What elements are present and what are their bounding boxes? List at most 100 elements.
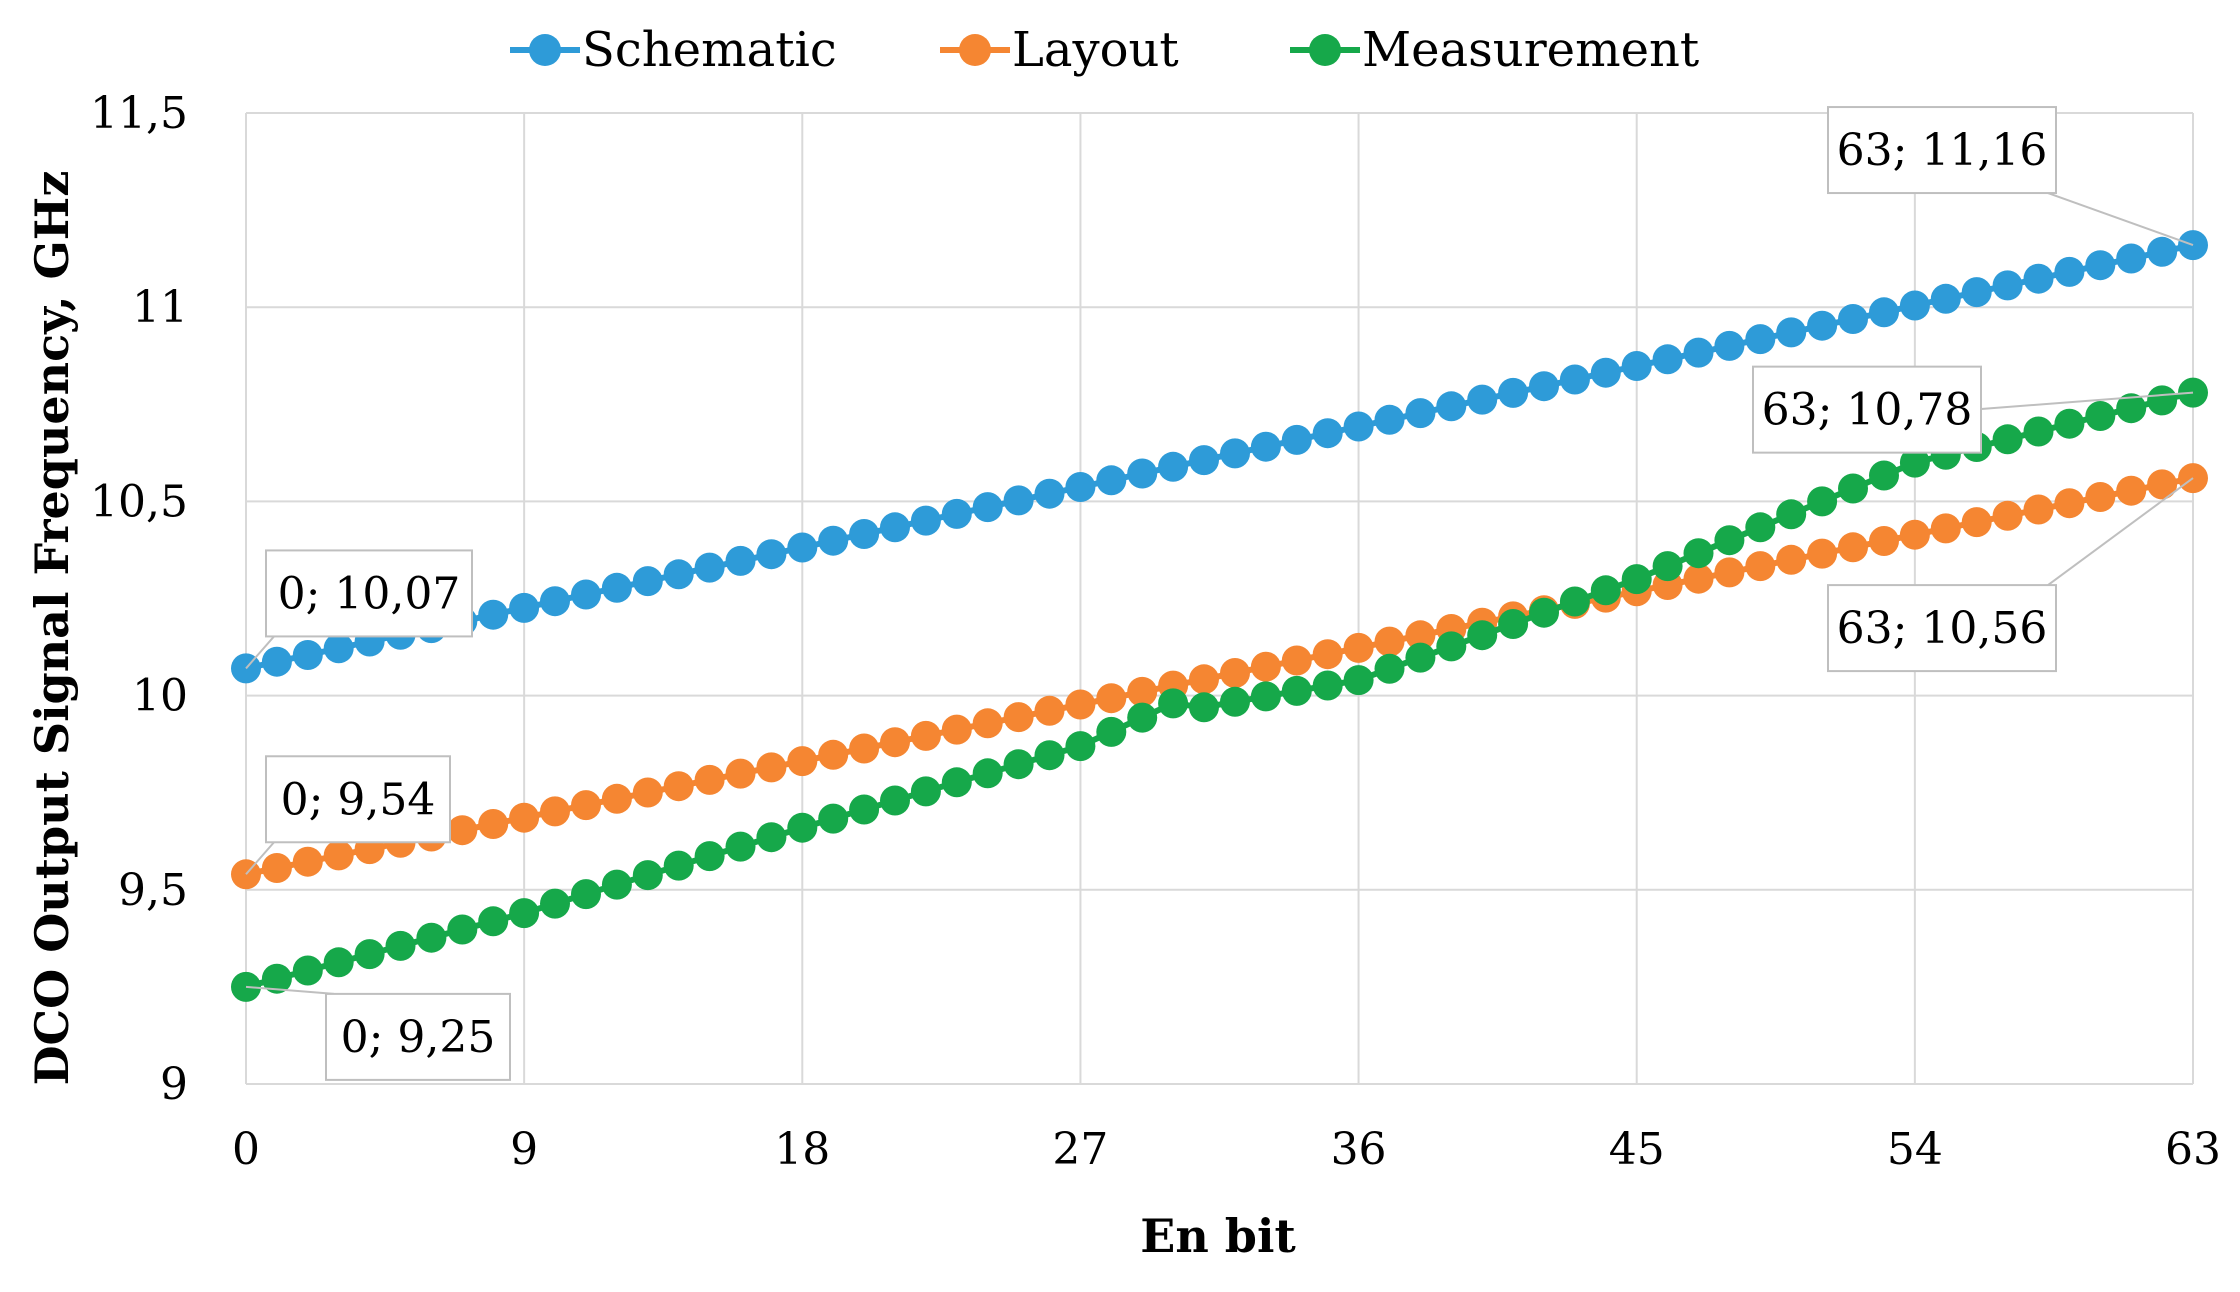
callout-leader bbox=[245, 985, 335, 995]
data-point bbox=[1003, 485, 1034, 516]
data-point bbox=[632, 777, 663, 808]
data-point bbox=[509, 802, 540, 833]
data-point bbox=[509, 592, 540, 623]
data-point bbox=[1992, 500, 2023, 531]
data-point bbox=[663, 850, 694, 881]
data-point bbox=[261, 853, 292, 883]
x-axis-title: En bit bbox=[1140, 1209, 1296, 1263]
data-point bbox=[694, 841, 725, 872]
data-point bbox=[1127, 676, 1158, 707]
data-point bbox=[849, 794, 880, 825]
data-point bbox=[1621, 351, 1652, 381]
legend-item-schematic[interactable]: Schematic bbox=[510, 22, 837, 78]
data-point bbox=[447, 914, 478, 945]
data-point bbox=[663, 771, 694, 802]
data-point bbox=[756, 752, 787, 783]
data-point bbox=[1127, 702, 1158, 733]
data-point bbox=[787, 812, 818, 843]
data-point bbox=[2054, 488, 2085, 519]
data-point bbox=[1745, 551, 1776, 582]
series-line bbox=[245, 242, 2194, 672]
data-point bbox=[1436, 631, 1467, 662]
data-point bbox=[571, 579, 601, 610]
data-point bbox=[910, 505, 941, 536]
data-point bbox=[1467, 384, 1498, 415]
callout-leader bbox=[245, 841, 275, 875]
data-point bbox=[1776, 499, 1807, 530]
data-point bbox=[1343, 632, 1374, 663]
data-point bbox=[1776, 544, 1807, 575]
data-point bbox=[1590, 575, 1621, 606]
data-point bbox=[1529, 371, 1559, 402]
data-point bbox=[2054, 408, 2085, 439]
callout: 63; 11,16 bbox=[1827, 106, 2194, 246]
legend-item-layout[interactable]: Layout bbox=[940, 22, 1179, 78]
callout-leader bbox=[2047, 477, 2194, 586]
callout-label: 63; 10,78 bbox=[1762, 385, 1973, 436]
callout-box bbox=[265, 549, 473, 638]
data-point bbox=[1930, 513, 1961, 544]
data-point bbox=[1745, 324, 1776, 355]
data-point bbox=[1250, 431, 1281, 462]
data-point bbox=[1374, 653, 1405, 684]
data-point bbox=[972, 492, 1003, 523]
callout-label: 63; 11,16 bbox=[1837, 125, 2048, 176]
data-point bbox=[1096, 683, 1127, 714]
data-point bbox=[1189, 664, 1219, 695]
legend-label: Measurement bbox=[1362, 22, 1699, 78]
data-point bbox=[1683, 538, 1714, 569]
data-point bbox=[1467, 620, 1498, 651]
data-point bbox=[2085, 482, 2116, 512]
data-point bbox=[880, 785, 910, 816]
data-point bbox=[849, 733, 880, 764]
data-point bbox=[1003, 702, 1034, 733]
legend[interactable]: Schematic Layout Measurement bbox=[510, 22, 1699, 78]
data-point bbox=[941, 767, 972, 798]
data-point bbox=[1281, 675, 1312, 706]
data-point bbox=[2116, 475, 2147, 506]
data-point bbox=[725, 758, 756, 789]
data-point bbox=[354, 939, 385, 970]
callout-label: 0; 9,25 bbox=[341, 1012, 496, 1063]
data-point bbox=[2116, 393, 2147, 424]
data-point bbox=[1869, 297, 1899, 328]
series-line bbox=[245, 389, 2194, 990]
data-point bbox=[1529, 597, 1559, 628]
data-point bbox=[1189, 445, 1219, 476]
series-measurement bbox=[231, 377, 2208, 1002]
data-point bbox=[2085, 250, 2116, 281]
data-point bbox=[231, 859, 261, 890]
data-point bbox=[385, 930, 416, 961]
data-point bbox=[1714, 525, 1745, 556]
callout-leader bbox=[1972, 391, 2194, 411]
data-point bbox=[1992, 270, 2023, 301]
data-point bbox=[1405, 620, 1436, 651]
callout: 63; 10,78 bbox=[1752, 365, 2194, 454]
data-point bbox=[818, 525, 849, 556]
data-point bbox=[2054, 256, 2085, 287]
data-point bbox=[1189, 692, 1219, 723]
data-point bbox=[1312, 639, 1343, 670]
data-point bbox=[1652, 551, 1683, 582]
data-point bbox=[1065, 689, 1096, 720]
data-point bbox=[1096, 716, 1127, 747]
callout: 0; 10,07 bbox=[245, 549, 473, 670]
legend-item-measurement[interactable]: Measurement bbox=[1290, 22, 1699, 78]
x-tick-label: 36 bbox=[1331, 1124, 1387, 1175]
data-point bbox=[849, 519, 880, 549]
data-point bbox=[1621, 564, 1652, 595]
data-point bbox=[1838, 304, 1868, 334]
data-point bbox=[1220, 686, 1250, 717]
data-point bbox=[787, 532, 818, 563]
data-point bbox=[1683, 337, 1714, 368]
data-point bbox=[540, 586, 570, 617]
data-point bbox=[2116, 243, 2147, 274]
data-point bbox=[1807, 538, 1838, 569]
data-point bbox=[1158, 451, 1189, 482]
data-point bbox=[447, 815, 478, 846]
y-tick-label: 9 bbox=[160, 1059, 188, 1110]
data-point bbox=[2023, 494, 2054, 525]
series-line bbox=[245, 475, 2194, 878]
y-tick-label: 11,5 bbox=[90, 88, 188, 139]
